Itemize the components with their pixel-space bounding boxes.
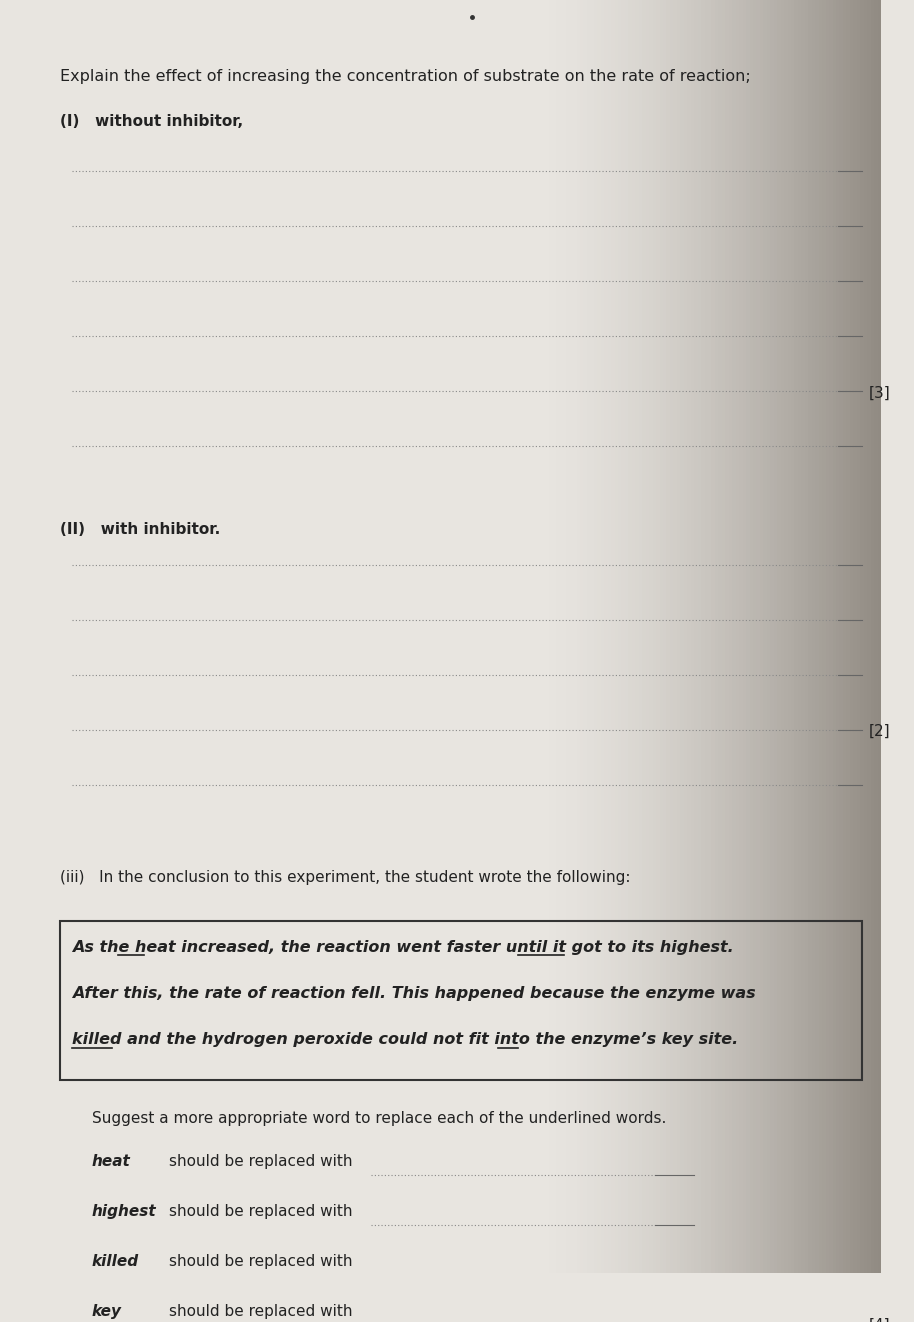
Text: (I)   without inhibitor,: (I) without inhibitor, (59, 114, 243, 128)
Text: After this, the rate of reaction fell. This happened because the enzyme was: After this, the rate of reaction fell. T… (72, 986, 756, 1001)
Text: should be replaced with: should be replaced with (168, 1154, 352, 1169)
Text: [2]: [2] (869, 724, 890, 739)
Text: [4]: [4] (869, 1318, 890, 1322)
Text: Explain the effect of increasing the concentration of substrate on the rate of r: Explain the effect of increasing the con… (59, 69, 750, 85)
Text: should be replaced with: should be replaced with (168, 1303, 352, 1319)
Text: killed and the hydrogen peroxide could not fit into the enzyme’s key site.: killed and the hydrogen peroxide could n… (72, 1032, 739, 1047)
Text: (II)   with inhibitor.: (II) with inhibitor. (59, 522, 220, 537)
Text: highest: highest (91, 1204, 156, 1219)
Text: killed: killed (91, 1253, 139, 1269)
Text: Suggest a more appropriate word to replace each of the underlined words.: Suggest a more appropriate word to repla… (91, 1112, 666, 1126)
Text: should be replaced with: should be replaced with (168, 1204, 352, 1219)
Text: should be replaced with: should be replaced with (168, 1253, 352, 1269)
Bar (59, 920, 862, 1080)
Text: As the heat increased, the reaction went faster until it got to its highest.: As the heat increased, the reaction went… (72, 940, 734, 954)
Text: [3]: [3] (869, 385, 891, 401)
Text: heat: heat (91, 1154, 131, 1169)
Text: (iii)   In the conclusion to this experiment, the student wrote the following:: (iii) In the conclusion to this experime… (59, 870, 631, 886)
Text: key: key (91, 1303, 122, 1319)
